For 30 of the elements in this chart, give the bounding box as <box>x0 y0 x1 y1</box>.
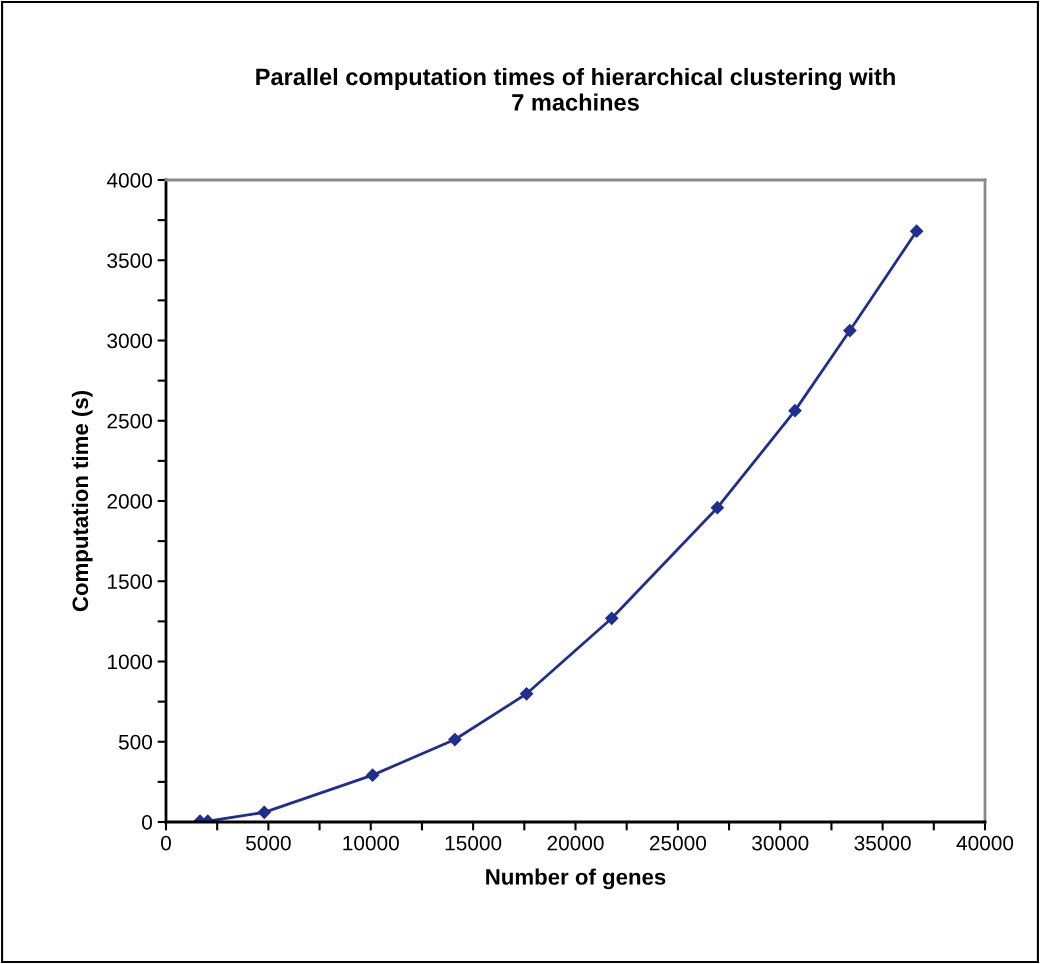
y-tick-label: 3000 <box>107 333 152 349</box>
x-tick-label: 5000 <box>246 835 291 851</box>
x-tick-label: 35000 <box>854 835 911 851</box>
y-tick-label: 3500 <box>107 253 152 268</box>
x-tick-label: 30000 <box>752 835 809 851</box>
chart-title: Parallel computation times of hierarchical clustering with 7 machines <box>256 67 895 111</box>
y-tick-label: 1000 <box>108 654 152 670</box>
point <box>605 611 619 625</box>
x-axis-title: Number of genes <box>486 868 666 890</box>
x-tick-label: 15000 <box>445 835 502 851</box>
x-tick-label: 20000 <box>547 835 604 851</box>
point <box>910 224 924 238</box>
y-tick-label: 1500 <box>108 574 152 589</box>
point <box>519 687 534 701</box>
point <box>710 501 724 515</box>
y-tick-label: 0 <box>142 815 152 830</box>
point <box>843 323 857 338</box>
x-tick-label: 10000 <box>343 835 399 851</box>
point <box>257 805 271 819</box>
x-tick-label: 40000 <box>956 835 1014 851</box>
y-tick-label: 4000 <box>106 173 152 188</box>
y-tick-label: 500 <box>118 734 152 750</box>
point <box>788 404 802 418</box>
x-tick-label: 25000 <box>649 835 707 851</box>
y-tick-label: 2500 <box>107 413 152 429</box>
point <box>366 768 380 782</box>
point <box>448 732 462 747</box>
x-tick-label: 0 <box>161 835 171 851</box>
y-tick-label: 2000 <box>107 494 152 509</box>
y-axis-title: Computation time (s) <box>71 390 93 612</box>
